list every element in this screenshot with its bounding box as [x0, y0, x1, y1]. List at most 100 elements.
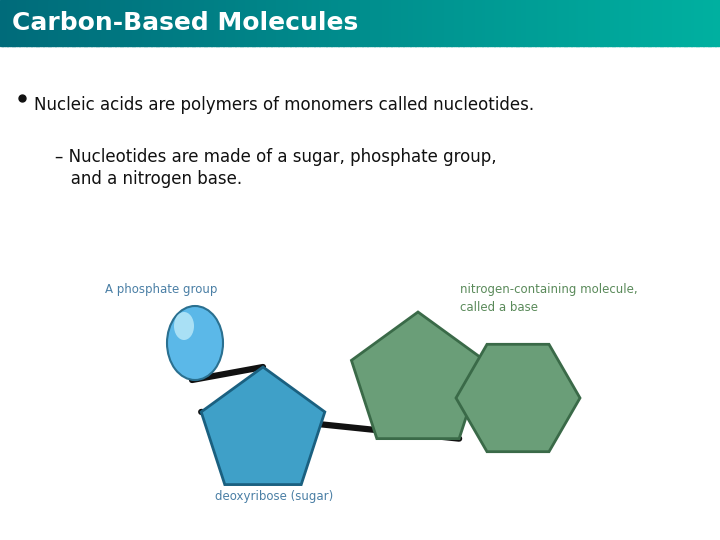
Bar: [650, 0, 653, 46]
Bar: [19, 0, 22, 46]
Bar: [132, 0, 135, 46]
Bar: [127, 0, 130, 46]
Bar: [55, 0, 58, 46]
Text: Carbon-Based Molecules: Carbon-Based Molecules: [12, 11, 359, 35]
Bar: [675, 0, 678, 46]
Bar: [103, 0, 106, 46]
Bar: [466, 0, 469, 46]
Bar: [166, 0, 168, 46]
Bar: [139, 0, 142, 46]
Bar: [149, 0, 152, 46]
Bar: [310, 0, 312, 46]
Bar: [14, 0, 17, 46]
Bar: [698, 0, 701, 46]
Bar: [225, 0, 228, 46]
Bar: [122, 0, 125, 46]
Bar: [679, 0, 682, 46]
Bar: [502, 0, 505, 46]
Bar: [657, 0, 660, 46]
Bar: [425, 0, 428, 46]
Bar: [379, 0, 382, 46]
Bar: [655, 0, 658, 46]
Bar: [117, 0, 120, 46]
Bar: [610, 0, 613, 46]
Bar: [197, 0, 199, 46]
Bar: [619, 0, 622, 46]
Bar: [108, 0, 111, 46]
Bar: [456, 0, 459, 46]
Bar: [125, 0, 127, 46]
Bar: [7, 0, 10, 46]
Bar: [523, 0, 526, 46]
Bar: [329, 0, 332, 46]
Bar: [567, 0, 570, 46]
Bar: [261, 0, 264, 46]
Bar: [27, 0, 30, 46]
Bar: [257, 0, 260, 46]
Bar: [58, 0, 60, 46]
Bar: [499, 0, 502, 46]
Bar: [653, 0, 656, 46]
Bar: [423, 0, 426, 46]
Bar: [218, 0, 221, 46]
Bar: [182, 0, 185, 46]
Bar: [598, 0, 600, 46]
Bar: [715, 0, 718, 46]
Bar: [475, 0, 478, 46]
Bar: [180, 0, 183, 46]
Text: deoxyribose (sugar): deoxyribose (sugar): [215, 490, 333, 503]
Bar: [430, 0, 433, 46]
Bar: [607, 0, 610, 46]
Bar: [621, 0, 624, 46]
Bar: [689, 0, 692, 46]
Bar: [355, 0, 358, 46]
Bar: [528, 0, 531, 46]
Bar: [468, 0, 471, 46]
Bar: [461, 0, 464, 46]
Bar: [317, 0, 320, 46]
Bar: [504, 0, 507, 46]
Bar: [295, 0, 298, 46]
Bar: [31, 0, 34, 46]
Bar: [691, 0, 694, 46]
Bar: [113, 0, 116, 46]
Bar: [718, 0, 720, 46]
Bar: [353, 0, 356, 46]
Bar: [398, 0, 401, 46]
Bar: [24, 0, 27, 46]
Bar: [9, 0, 12, 46]
Bar: [384, 0, 387, 46]
Bar: [516, 0, 519, 46]
Bar: [228, 0, 231, 46]
Bar: [293, 0, 296, 46]
Bar: [312, 0, 315, 46]
Bar: [374, 0, 377, 46]
Bar: [583, 0, 586, 46]
Bar: [338, 0, 341, 46]
Bar: [521, 0, 523, 46]
Bar: [221, 0, 224, 46]
Bar: [194, 0, 197, 46]
Bar: [305, 0, 307, 46]
Bar: [315, 0, 318, 46]
Bar: [153, 0, 156, 46]
Bar: [377, 0, 379, 46]
Bar: [634, 0, 636, 46]
Bar: [626, 0, 629, 46]
Bar: [41, 0, 44, 46]
Bar: [643, 0, 646, 46]
Bar: [346, 0, 348, 46]
Bar: [631, 0, 634, 46]
Bar: [595, 0, 598, 46]
Bar: [533, 0, 536, 46]
Bar: [38, 0, 41, 46]
Bar: [319, 0, 322, 46]
Bar: [271, 0, 274, 46]
Bar: [348, 0, 351, 46]
Bar: [279, 0, 282, 46]
Bar: [120, 0, 123, 46]
Bar: [281, 0, 284, 46]
Bar: [230, 0, 233, 46]
Bar: [2, 0, 5, 46]
Bar: [101, 0, 104, 46]
